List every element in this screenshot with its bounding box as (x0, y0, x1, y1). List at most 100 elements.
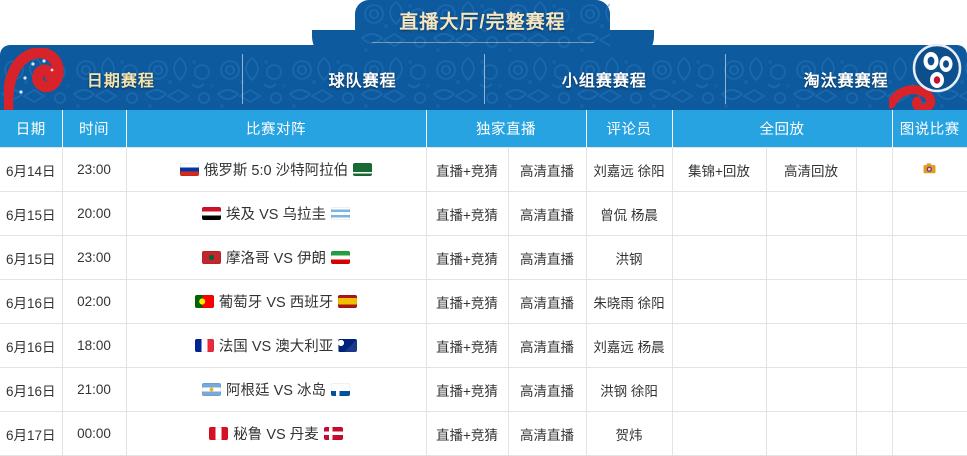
flag-australia-icon (338, 339, 358, 352)
cell-replay-highlights (671, 367, 767, 412)
cell-replay-highlights (671, 191, 767, 236)
cell-date: 6月16日 (0, 323, 63, 368)
cell-match: 摩洛哥 VS 伊朗 (125, 235, 427, 280)
title-divider (372, 42, 594, 43)
flag-argentina-icon (202, 383, 222, 396)
tab-team-schedule[interactable]: 球队赛程 (241, 48, 484, 110)
tab-knockout-schedule-label: 淘汰赛赛程 (803, 73, 889, 90)
cell-time: 00:00 (61, 411, 127, 456)
match-matchup-label: 阿根廷 VS 冰岛 (226, 383, 326, 399)
cell-live-bet[interactable]: 直播+竞猜 (425, 147, 509, 192)
flag-peru-icon (209, 427, 229, 440)
table-body: 6月14日 23:00 俄罗斯 5:0 沙特阿拉伯 直播+竞猜 高清直播 刘嘉远 徐阳 集锦… (0, 147, 967, 456)
table-row: 6月16日 21:00 阿根廷 VS 冰岛 直播+竞猜 高清直播 洪钢 徐阳 (0, 367, 967, 412)
cell-photo-report (891, 411, 967, 456)
cell-time: 23:00 (61, 147, 127, 192)
match-matchup-label: 埃及 VS 乌拉圭 (226, 207, 326, 223)
banner-tab-bar: 日期赛程 球队赛程 小组赛赛程 淘汰赛赛程 (0, 48, 967, 110)
cell-commentator: 洪钢 (585, 235, 673, 280)
cell-replay-extra (855, 279, 893, 324)
cell-replay-hd (765, 411, 857, 456)
cell-replay-extra (855, 147, 893, 192)
match-matchup-label: 俄罗斯 5:0 沙特阿拉伯 (203, 163, 349, 179)
tab-group-stage-schedule[interactable]: 小组赛赛程 (483, 48, 726, 110)
flag-egypt-icon (202, 207, 222, 220)
flag-portugal-icon (194, 295, 214, 308)
cell-live-bet[interactable]: 直播+竞猜 (425, 367, 509, 412)
cell-replay-hd (765, 235, 857, 280)
match-matchup: 阿根廷 VS 冰岛 (202, 379, 350, 400)
cell-match: 阿根廷 VS 冰岛 (125, 367, 427, 412)
cell-live-hd[interactable]: 高清直播 (507, 323, 587, 368)
cell-time: 02:00 (61, 279, 127, 324)
cell-live-bet[interactable]: 直播+竞猜 (425, 235, 509, 280)
tab-date-schedule[interactable]: 日期赛程 (0, 48, 242, 110)
cell-date: 6月17日 (0, 411, 63, 456)
cell-commentator: 曾侃 杨晨 (585, 191, 673, 236)
cell-time: 23:00 (61, 235, 127, 280)
cell-photo-report[interactable] (891, 147, 967, 192)
match-matchup-label: 葡萄牙 VS 西班牙 (218, 295, 334, 311)
cell-match: 秘鲁 VS 丹麦 (125, 411, 427, 456)
cell-live-hd[interactable]: 高清直播 (507, 367, 587, 412)
cell-replay-highlights (671, 323, 767, 368)
match-matchup: 俄罗斯 5:0 沙特阿拉伯 (179, 159, 373, 180)
cell-photo-report (891, 367, 967, 412)
cell-replay-extra (855, 191, 893, 236)
table-row: 6月17日 00:00 秘鲁 VS 丹麦 直播+竞猜 高清直播 贺炜 (0, 411, 967, 456)
match-matchup: 葡萄牙 VS 西班牙 (194, 291, 358, 312)
cell-replay-hd (765, 367, 857, 412)
cell-live-hd[interactable]: 高清直播 (507, 411, 587, 456)
page-title: 直播大厅/完整赛程 (399, 12, 566, 33)
photo-report-icon[interactable] (923, 162, 936, 174)
column-header-match: 比赛对阵 (125, 110, 427, 148)
match-matchup: 秘鲁 VS 丹麦 (209, 423, 343, 444)
match-matchup-label: 法国 VS 澳大利亚 (218, 339, 334, 355)
flag-iceland-icon (330, 383, 350, 396)
column-header-time: 时间 (61, 110, 127, 148)
cell-replay-hd[interactable]: 高清回放 (765, 147, 857, 192)
table-row: 6月15日 20:00 埃及 VS 乌拉圭 直播+竞猜 高清直播 曾侃 杨晨 (0, 191, 967, 236)
cell-live-hd[interactable]: 高清直播 (507, 191, 587, 236)
cell-live-bet[interactable]: 直播+竞猜 (425, 323, 509, 368)
cell-match: 俄罗斯 5:0 沙特阿拉伯 (125, 147, 427, 192)
table-row: 6月16日 02:00 葡萄牙 VS 西班牙 直播+竞猜 高清直播 朱晓雨 徐阳 (0, 279, 967, 324)
cell-replay-highlights (671, 235, 767, 280)
cell-time: 18:00 (61, 323, 127, 368)
cell-live-hd[interactable]: 高清直播 (507, 235, 587, 280)
cell-replay-highlights[interactable]: 集锦+回放 (671, 147, 767, 192)
cell-photo-report (891, 235, 967, 280)
table-header-row: 日期 时间 比赛对阵 独家直播 评论员 全回放 图说比赛 (0, 110, 967, 148)
tab-team-schedule-label: 球队赛程 (328, 73, 397, 90)
cell-commentator: 刘嘉远 杨晨 (585, 323, 673, 368)
flag-uruguay-icon (330, 207, 350, 220)
flag-spain-icon (338, 295, 358, 308)
cell-photo-report (891, 279, 967, 324)
cell-live-bet[interactable]: 直播+竞猜 (425, 411, 509, 456)
tab-knockout-schedule[interactable]: 淘汰赛赛程 (725, 48, 967, 110)
match-matchup-label: 摩洛哥 VS 伊朗 (226, 251, 326, 267)
cell-date: 6月15日 (0, 191, 63, 236)
cell-match: 法国 VS 澳大利亚 (125, 323, 427, 368)
flag-saudi-arabia-icon (353, 163, 373, 176)
column-header-commentator: 评论员 (585, 110, 673, 148)
flag-morocco-icon (202, 251, 222, 264)
cell-replay-hd (765, 279, 857, 324)
table-row: 6月15日 23:00 摩洛哥 VS 伊朗 直播+竞猜 高清直播 洪钢 (0, 235, 967, 280)
cell-date: 6月16日 (0, 367, 63, 412)
cell-replay-highlights (671, 411, 767, 456)
cell-replay-hd (765, 191, 857, 236)
match-matchup: 埃及 VS 乌拉圭 (202, 203, 350, 224)
cell-live-bet[interactable]: 直播+竞猜 (425, 191, 509, 236)
cell-replay-extra (855, 323, 893, 368)
cell-live-bet[interactable]: 直播+竞猜 (425, 279, 509, 324)
cell-date: 6月15日 (0, 235, 63, 280)
match-matchup: 法国 VS 澳大利亚 (194, 335, 358, 356)
cell-commentator: 洪钢 徐阳 (585, 367, 673, 412)
cell-live-hd[interactable]: 高清直播 (507, 279, 587, 324)
cell-replay-extra (855, 235, 893, 280)
cell-live-hd[interactable]: 高清直播 (507, 147, 587, 192)
page-banner: 直播大厅/完整赛程 日期赛程 球队赛程 小组赛赛程 淘汰赛赛程 (0, 0, 967, 110)
cell-replay-extra (855, 411, 893, 456)
table-row: 6月16日 18:00 法国 VS 澳大利亚 直播+竞猜 高清直播 刘嘉远 杨晨 (0, 323, 967, 368)
